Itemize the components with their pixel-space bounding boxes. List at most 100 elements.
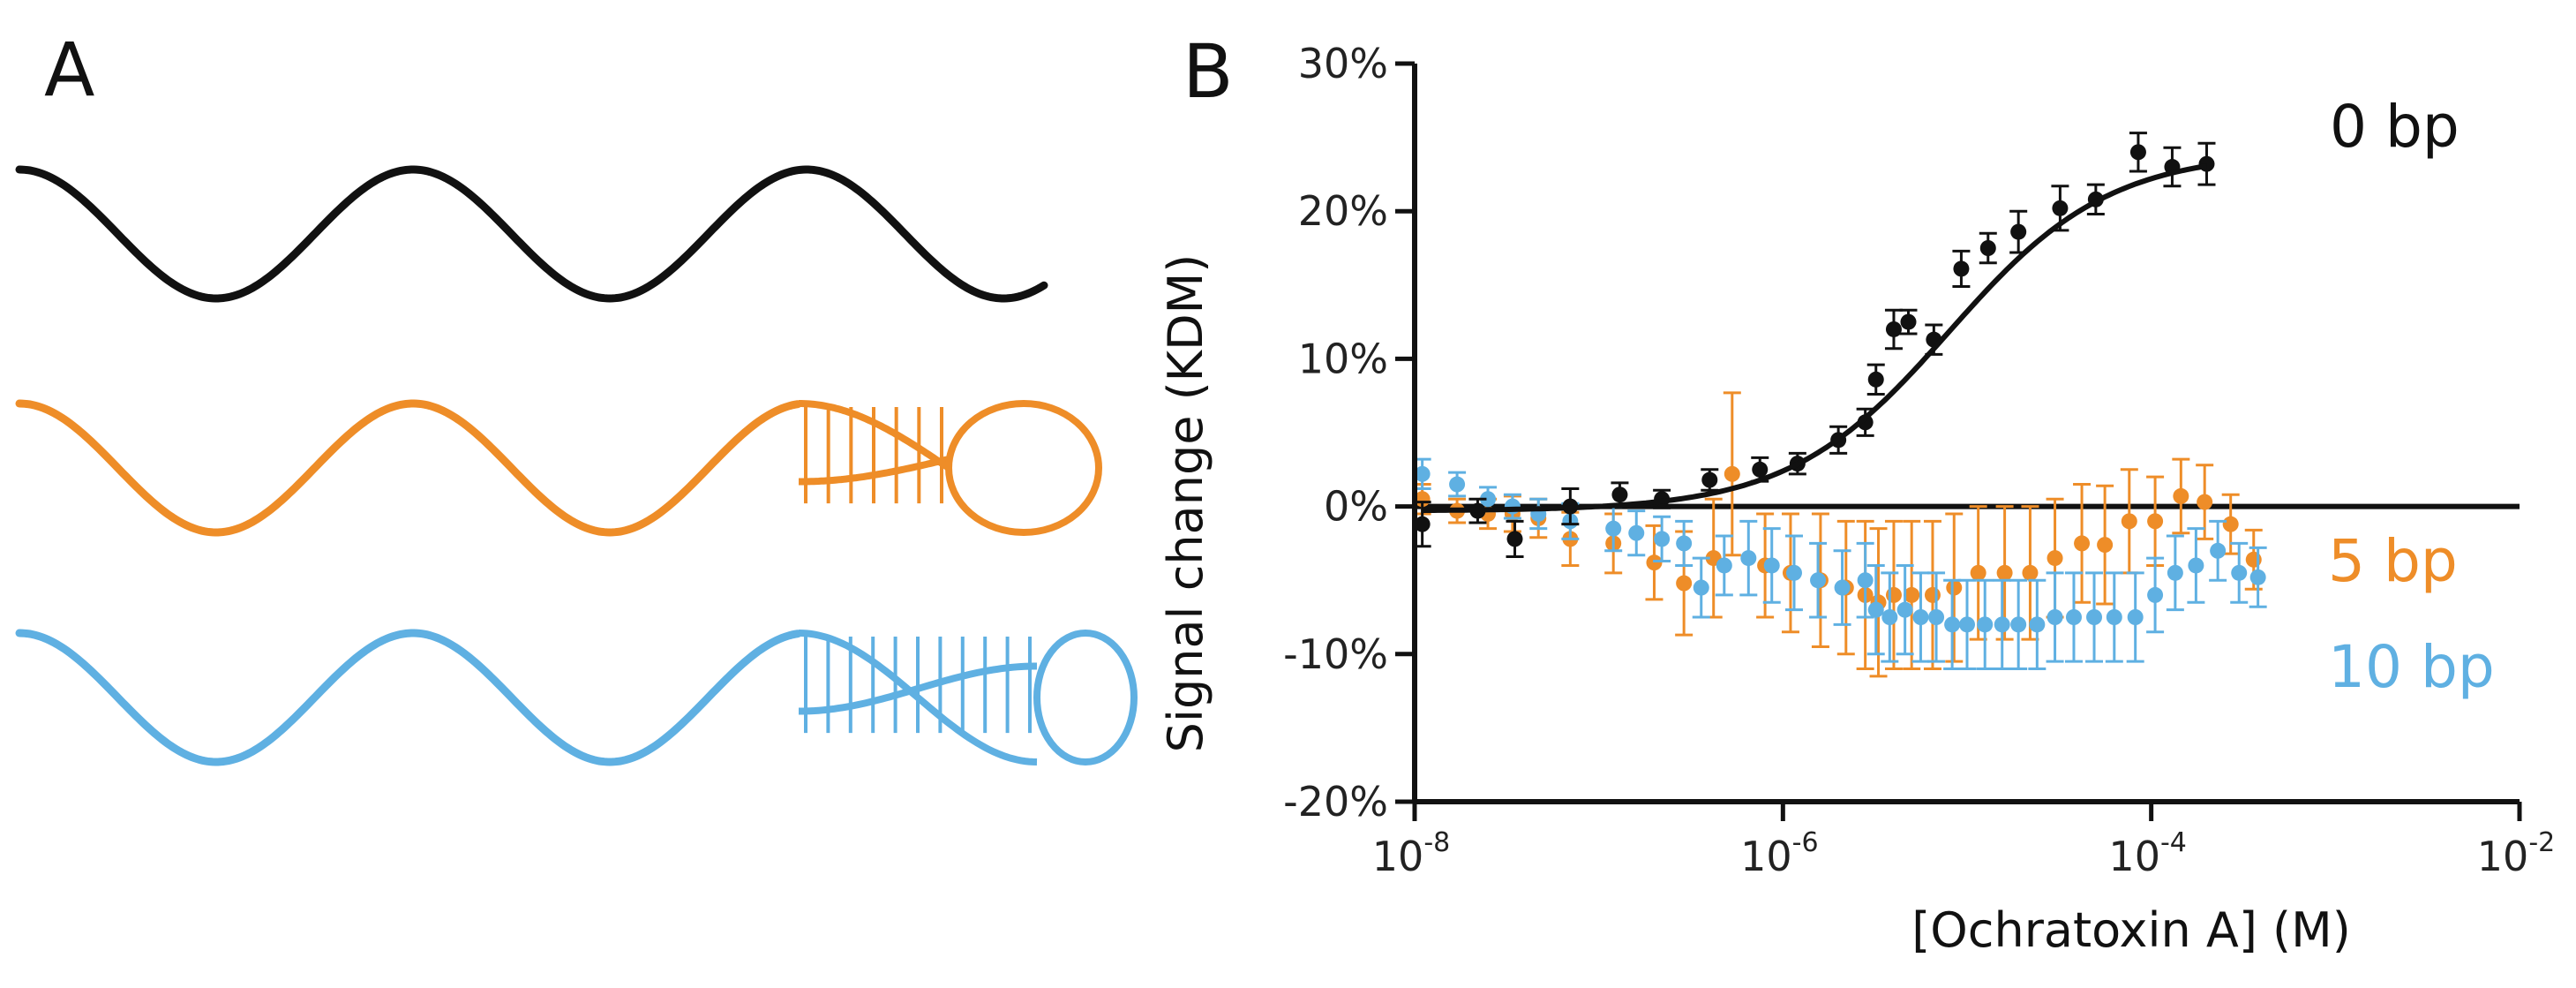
y-tick-layer: 30% 20% 10% 0% -10% -20%	[1283, 40, 1415, 826]
legend-5bp: 5 bp	[2328, 527, 2458, 595]
data-point-10bp	[1605, 520, 1622, 537]
data-point-0bp	[1979, 240, 1996, 256]
strand-0bp	[15, 165, 1048, 303]
data-point-5bp	[1996, 564, 2013, 581]
y-tick-label: -10%	[1283, 630, 1388, 678]
data-point-10bp	[2249, 569, 2266, 585]
data-point-5bp	[1724, 465, 1740, 482]
data-point-10bp	[1857, 572, 1874, 589]
data-point-10bp	[1959, 616, 1975, 633]
data-point-10bp	[1944, 616, 1961, 633]
data-point-0bp	[1953, 260, 1970, 277]
data-point-5bp	[2197, 494, 2213, 510]
data-point-10bp	[1676, 535, 1693, 552]
data-point-10bp	[2106, 609, 2122, 625]
data-point-10bp	[1628, 524, 1645, 541]
data-point-10bp	[1480, 491, 1497, 508]
data-point-10bp	[1834, 579, 1851, 596]
data-point-0bp	[1506, 531, 1523, 547]
legend-10bp: 10 bp	[2328, 633, 2495, 701]
data-point-0bp	[2010, 223, 2027, 240]
data-point-10bp	[2147, 586, 2164, 603]
hairpin-loop	[945, 400, 1102, 536]
data-point-10bp	[1449, 476, 1466, 493]
legend-0bp: 0 bp	[2330, 93, 2460, 161]
data-point-10bp	[1928, 609, 1945, 625]
strand-backbone	[15, 165, 1048, 303]
data-point-10bp	[2210, 542, 2227, 559]
fit-curve-0bp	[1422, 162, 2208, 514]
data-point-5bp	[1924, 586, 1941, 603]
data-point-10bp	[1785, 564, 1802, 581]
data-point-10bp	[1654, 531, 1671, 547]
series-10bp	[1413, 457, 2267, 671]
axes-layer	[1412, 64, 2520, 804]
data-point-10bp	[2231, 564, 2248, 581]
data-point-5bp	[1904, 586, 1920, 603]
data-point-0bp	[2129, 144, 2146, 161]
y-tick-label: 10%	[1298, 335, 1388, 382]
data-point-5bp	[2074, 535, 2091, 552]
series-layer	[1413, 132, 2267, 678]
data-point-10bp	[1693, 579, 1709, 596]
hairpin-loop	[1033, 630, 1138, 766]
data-point-10bp	[2167, 564, 2183, 581]
data-point-10bp	[1763, 557, 1780, 574]
x-tick-label: 10-2	[2477, 827, 2555, 880]
y-tick-label: 30%	[1298, 40, 1388, 87]
data-point-5bp	[2147, 513, 2164, 530]
data-point-10bp	[2065, 609, 2082, 625]
data-point-10bp	[1740, 550, 1757, 567]
data-point-10bp	[2188, 557, 2204, 574]
data-point-0bp	[1752, 461, 1769, 478]
x-tick-label: 10-4	[2108, 827, 2186, 880]
y-tick-label: 0%	[1324, 483, 1388, 531]
data-point-5bp	[2222, 516, 2239, 532]
data-point-10bp	[2010, 616, 2027, 633]
data-point-5bp	[1676, 575, 1693, 592]
x-tick-label: 10-8	[1372, 827, 1450, 880]
x-tick-layer: 10-8 10-6 10-4 10-2	[1372, 802, 2555, 880]
aptamer-schematic	[15, 165, 1138, 766]
data-point-5bp	[1946, 579, 1963, 596]
data-point-5bp	[2022, 564, 2039, 581]
strand-backbone	[15, 399, 802, 537]
data-point-5bp	[2047, 550, 2063, 567]
data-point-0bp	[1900, 313, 1917, 330]
data-point-10bp	[1896, 601, 1913, 618]
binding-curve-chart: 30% 20% 10% 0% -10% -20% 10-8 10-6 10-4 10-2 [Oc…	[1158, 40, 2555, 958]
data-point-10bp	[1810, 572, 1827, 589]
data-point-10bp	[1867, 601, 1884, 618]
data-point-10bp	[2127, 609, 2144, 625]
panel-b-label: B	[1183, 28, 1234, 115]
panel-a-label: A	[44, 26, 94, 113]
x-tick-label: 10-6	[1740, 827, 1818, 880]
data-point-0bp	[1885, 321, 1902, 337]
data-point-10bp	[1716, 557, 1732, 574]
data-point-0bp	[1867, 371, 1884, 388]
x-axis-label: [Ochratoxin A] (M)	[1911, 902, 2351, 958]
strand-backbone	[15, 629, 802, 766]
data-point-5bp	[1646, 554, 1663, 571]
strand-10bp	[15, 629, 1138, 766]
data-point-0bp	[2052, 200, 2069, 216]
data-point-5bp	[2173, 487, 2189, 504]
data-point-10bp	[1994, 616, 2010, 633]
strand-5bp	[15, 399, 1102, 537]
data-point-10bp	[2047, 609, 2063, 625]
data-point-5bp	[2121, 513, 2137, 530]
data-point-0bp	[1701, 471, 1718, 488]
y-tick-label: -20%	[1283, 778, 1388, 826]
data-point-10bp	[1912, 609, 1929, 625]
data-point-5bp	[1885, 586, 1902, 603]
data-point-10bp	[1977, 616, 1994, 633]
data-point-10bp	[1414, 465, 1431, 482]
data-point-0bp	[1611, 486, 1628, 503]
data-point-10bp	[2086, 609, 2103, 625]
y-tick-label: 20%	[1298, 187, 1388, 235]
data-point-5bp	[2097, 537, 2114, 554]
y-axis-label: Signal change (KDM)	[1158, 254, 1213, 753]
data-point-10bp	[1881, 609, 1898, 625]
data-point-0bp	[1414, 516, 1431, 532]
